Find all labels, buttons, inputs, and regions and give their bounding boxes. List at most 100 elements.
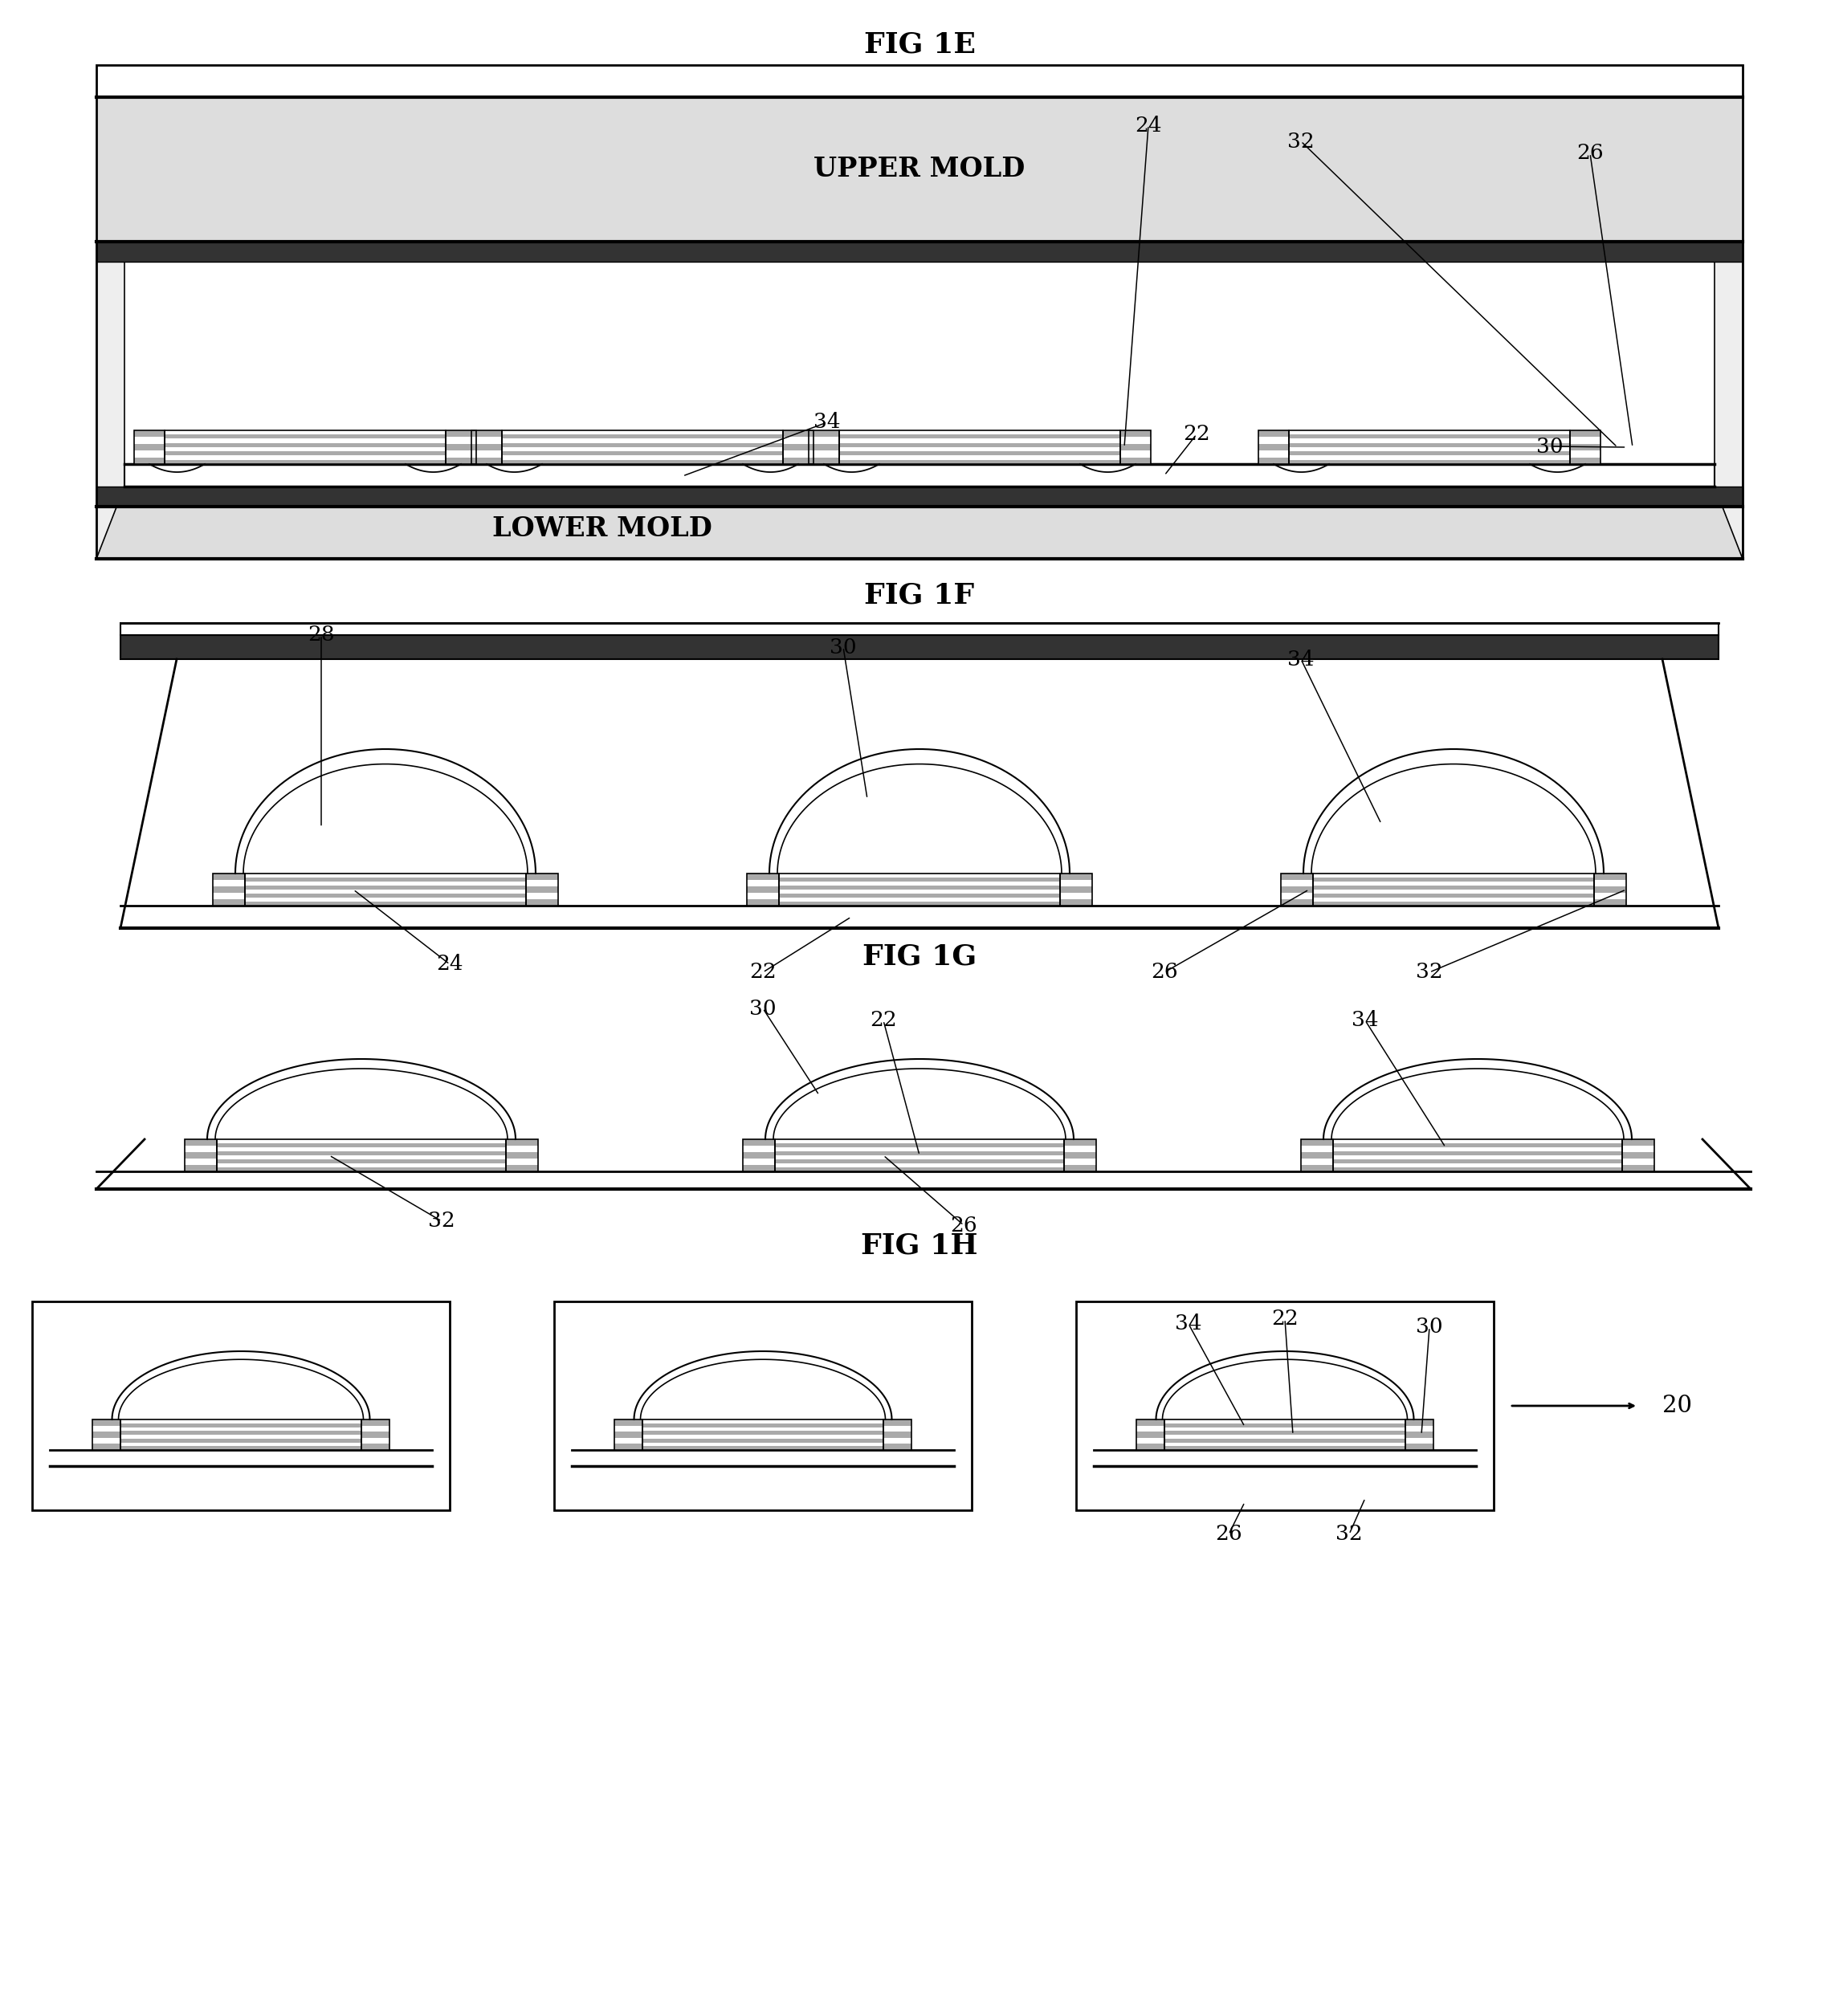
Bar [614, 1419, 642, 1450]
Bar [96, 97, 1743, 242]
Text: FIG 1E: FIG 1E [864, 32, 975, 58]
Bar [502, 429, 783, 464]
Bar [1282, 873, 1313, 905]
Bar [445, 444, 476, 450]
Bar [1258, 458, 1289, 464]
Bar [809, 429, 839, 464]
Bar [245, 873, 526, 905]
Bar [1622, 1139, 1655, 1171]
Bar [1622, 1165, 1655, 1171]
Bar [471, 429, 502, 464]
Bar [1313, 873, 1594, 905]
Bar [184, 1151, 217, 1159]
Bar [121, 1419, 362, 1450]
Bar [1065, 1139, 1096, 1171]
Bar [1164, 1423, 1405, 1427]
Bar [1164, 1439, 1405, 1441]
Bar [445, 429, 476, 437]
Bar [502, 460, 783, 464]
Text: 30: 30 [1416, 1316, 1444, 1337]
Text: 32: 32 [428, 1212, 456, 1232]
Bar [134, 429, 166, 437]
Bar [743, 1139, 774, 1145]
Bar [217, 1167, 506, 1171]
Bar [1059, 887, 1092, 893]
Bar [614, 1419, 642, 1450]
Text: UPPER MOLD: UPPER MOLD [815, 155, 1024, 183]
Bar [554, 1302, 971, 1510]
Text: FIG 1G: FIG 1G [862, 943, 977, 970]
Bar [1594, 887, 1626, 893]
Text: 34: 34 [813, 413, 840, 431]
Bar [642, 1419, 883, 1450]
Bar [1065, 1139, 1096, 1145]
Bar [743, 1151, 774, 1159]
Bar [1622, 1151, 1655, 1159]
Bar [184, 1139, 217, 1171]
Bar [213, 899, 245, 905]
Bar [1137, 1431, 1164, 1437]
Bar [217, 1139, 506, 1171]
Bar [96, 486, 1743, 506]
Text: 22: 22 [1271, 1308, 1298, 1329]
Bar [743, 1165, 774, 1171]
Bar [134, 458, 166, 464]
Bar [780, 885, 1059, 889]
Bar [502, 429, 783, 464]
Bar [1622, 1139, 1655, 1171]
Bar [1065, 1165, 1096, 1171]
Bar [1258, 429, 1289, 437]
Bar [362, 1431, 390, 1437]
Bar [213, 873, 245, 905]
Text: 22: 22 [748, 962, 776, 982]
Bar [121, 905, 1718, 927]
Bar [445, 429, 476, 464]
Bar [502, 435, 783, 439]
Bar [780, 901, 1059, 905]
Bar [1164, 1419, 1405, 1450]
Bar [184, 1139, 217, 1171]
Bar [614, 1443, 642, 1450]
Text: 34: 34 [1352, 1010, 1379, 1030]
Text: 26: 26 [1576, 143, 1604, 163]
Bar [1594, 873, 1626, 905]
Bar [1164, 1445, 1405, 1450]
Bar [1289, 429, 1571, 464]
Bar [506, 1139, 539, 1145]
Bar [1137, 1419, 1164, 1450]
Bar [121, 1445, 362, 1450]
Text: 32: 32 [1335, 1524, 1363, 1544]
Bar [1622, 1139, 1655, 1145]
Bar [134, 444, 166, 450]
Bar [642, 1431, 883, 1435]
Bar [839, 435, 1120, 439]
Bar [506, 1139, 539, 1171]
Bar [774, 1139, 1065, 1171]
Bar [362, 1443, 390, 1450]
Bar [783, 429, 813, 464]
Bar [1594, 873, 1626, 905]
Bar [839, 452, 1120, 456]
Bar [1059, 873, 1092, 905]
Bar [471, 444, 502, 450]
Bar [121, 1439, 362, 1441]
Bar [1282, 899, 1313, 905]
Bar [166, 435, 445, 439]
Bar [1313, 885, 1594, 889]
Bar [1289, 435, 1571, 439]
Bar [747, 887, 780, 893]
Bar [362, 1419, 390, 1425]
Bar [1059, 873, 1092, 905]
Bar [1300, 1151, 1333, 1159]
Bar [1094, 1450, 1477, 1466]
Bar [1300, 1139, 1333, 1171]
Bar [1289, 452, 1571, 456]
Bar [1571, 429, 1600, 437]
Text: FIG 1F: FIG 1F [864, 581, 975, 609]
Bar [774, 1159, 1065, 1163]
Bar [471, 429, 502, 437]
Bar [245, 877, 526, 881]
Bar [809, 444, 839, 450]
Bar [1405, 1419, 1433, 1425]
Bar [642, 1445, 883, 1450]
